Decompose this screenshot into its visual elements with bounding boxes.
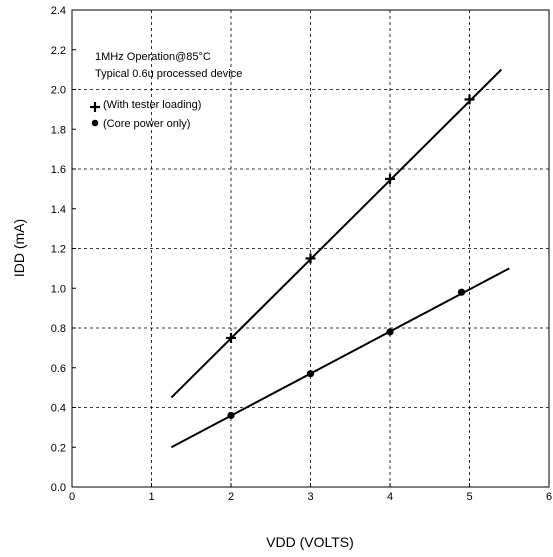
- y-tick-label-2.0: 2.0: [51, 85, 66, 97]
- x-tick-label-2: 2: [228, 491, 234, 503]
- y-tick-label-0.6: 0.6: [51, 363, 66, 375]
- x-tick-label-0: 0: [69, 491, 75, 503]
- series-1-line: [170, 267, 510, 449]
- y-tick-label-1.4: 1.4: [51, 204, 66, 216]
- series-0-point-1: [305, 253, 316, 264]
- series-1-point-0: [227, 411, 235, 420]
- y-tick-label-2.2: 2.2: [51, 45, 66, 57]
- y-tick-label-1.8: 1.8: [51, 124, 66, 136]
- annotation-device: Typical 0.6u processed device: [95, 68, 242, 80]
- legend-label-core-power-only: (Core power only): [103, 118, 190, 130]
- y-tick-label-1.6: 1.6: [51, 164, 66, 176]
- x-tick-label-1: 1: [148, 491, 154, 503]
- legend-label-with-tester-loading: (With tester loading): [103, 99, 201, 111]
- x-tick-label-6: 6: [546, 491, 552, 503]
- y-tick-label-0.2: 0.2: [51, 442, 66, 454]
- x-tick-label-4: 4: [387, 491, 393, 503]
- grid-lines: [72, 10, 549, 487]
- legend: (With tester loading) (Core power only): [90, 99, 201, 130]
- y-tick-label-0.8: 0.8: [51, 323, 66, 335]
- y-tick-label-2.4: 2.4: [51, 5, 66, 17]
- series-0-point-0: [226, 332, 236, 343]
- y-tick-label-0.0: 0.0: [51, 482, 66, 494]
- annotation-operation: 1MHz Operation@85°C: [95, 51, 211, 63]
- x-axis-label: VDD (VOLTS): [266, 534, 354, 550]
- y-axis-label: IDD (mA): [11, 219, 27, 277]
- x-axis-ticks: 0 1 2 3 4 5 6: [69, 483, 552, 503]
- series-1-point-3: [457, 288, 466, 296]
- legend-marker-dot: [91, 119, 99, 127]
- series-0-point-2: [385, 173, 395, 184]
- y-tick-label-1.2: 1.2: [51, 244, 66, 256]
- x-tick-label-3: 3: [307, 491, 313, 503]
- series-1-point-1: [306, 370, 315, 378]
- legend-marker-plus: [90, 102, 100, 112]
- series-0-line: [170, 68, 503, 399]
- series-1-point-2: [386, 328, 394, 336]
- y-tick-label-0.4: 0.4: [51, 403, 66, 415]
- series-0-point-3: [464, 94, 475, 105]
- plot-frame: [71, 9, 550, 488]
- y-tick-label-1.0: 1.0: [51, 283, 66, 295]
- y-axis-ticks: 0.0 0.2 0.4 0.6 0.8 1.0 1.2 1.4 1.6 1.8 2.0 2.2 2.4: [51, 5, 76, 494]
- x-tick-label-5: 5: [466, 491, 472, 503]
- series-group: [170, 68, 510, 449]
